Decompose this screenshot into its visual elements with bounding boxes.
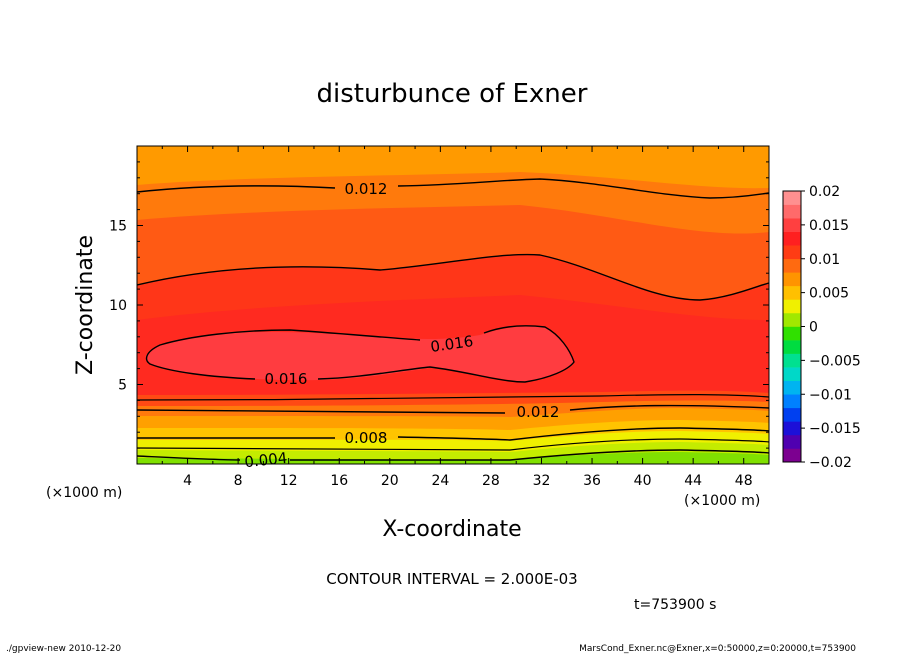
colorbar-segment bbox=[783, 258, 801, 273]
chart-title: disturbunce of Exner bbox=[317, 79, 588, 109]
y-tick-label: 10 bbox=[109, 298, 127, 314]
x-tick-label: 12 bbox=[280, 473, 298, 489]
y-tick-label: 5 bbox=[118, 378, 127, 394]
colorbar-segment bbox=[783, 407, 801, 422]
footer-left: ./gpview-new 2010-12-20 bbox=[6, 644, 121, 654]
x-tick-label: 28 bbox=[482, 473, 500, 489]
colorbar-tick-label: −0.01 bbox=[809, 387, 852, 403]
band-green bbox=[137, 452, 769, 464]
band-016-max bbox=[145, 326, 574, 382]
contour-line-010 bbox=[137, 394, 769, 401]
x-tick-label: 4 bbox=[183, 473, 192, 489]
x-tick-label: 16 bbox=[330, 473, 348, 489]
colorbar-segment bbox=[783, 421, 801, 436]
colorbar-tick-label: −0.015 bbox=[809, 421, 861, 437]
contour-line-014-upper bbox=[137, 253, 769, 301]
colorbar-tick-label: 0.005 bbox=[809, 286, 849, 302]
colorbar-segment bbox=[783, 204, 801, 219]
colorbar-segment bbox=[783, 285, 801, 300]
contour-label: 0.016 bbox=[265, 370, 308, 388]
contour-line-008 bbox=[137, 427, 769, 441]
contour-line-012-upper bbox=[137, 178, 769, 199]
colorbar-tick-label: 0.015 bbox=[809, 218, 849, 234]
colorbar-segment bbox=[783, 448, 801, 463]
y-axis: 5 10 15 bbox=[109, 161, 769, 449]
colorbar-tick-label: 0 bbox=[809, 320, 818, 336]
x-tick-label: 32 bbox=[533, 473, 551, 489]
x-axis-label: X-coordinate bbox=[382, 517, 521, 542]
x-tick-label: 44 bbox=[684, 473, 702, 489]
colorbar-segment bbox=[783, 231, 801, 246]
contour-line-006 bbox=[137, 438, 769, 451]
footer-right: MarsCond_Exner.nc@Exner,x=0:50000,z=0:20… bbox=[579, 644, 856, 654]
colorbar-segment bbox=[783, 326, 801, 341]
colorbar-segment bbox=[783, 434, 801, 449]
x-tick-label: 40 bbox=[634, 473, 652, 489]
colorbar-segment bbox=[783, 380, 801, 395]
colorbar-tick-label: −0.02 bbox=[809, 455, 852, 471]
colorbar-tick-label: 0.01 bbox=[809, 252, 840, 268]
colorbar-segment bbox=[783, 367, 801, 381]
x-unit-right: (×1000 m) bbox=[684, 493, 760, 509]
contour-labels: 0.012 0.016 0.016 0.012 0.008 0.004 bbox=[244, 180, 560, 471]
y-tick-label: 15 bbox=[109, 219, 127, 235]
contour-label: 0.008 bbox=[345, 429, 388, 447]
colorbar-segment bbox=[783, 353, 801, 368]
contour-label: 0.004 bbox=[244, 449, 289, 471]
contour-label: 0.016 bbox=[429, 332, 474, 356]
contour-interval: CONTOUR INTERVAL = 2.000E-03 bbox=[326, 570, 577, 588]
colorbar-segment bbox=[783, 245, 801, 260]
colorbar-segment bbox=[783, 312, 801, 327]
plot-area bbox=[137, 146, 769, 464]
x-tick-label: 48 bbox=[735, 473, 753, 489]
contour-line-004 bbox=[137, 449, 769, 461]
colorbar: 0.02 0.015 0.01 0.005 0 −0.005 −0.01 −0.015 −0.0… bbox=[782, 184, 861, 471]
colorbar-segment bbox=[783, 272, 801, 287]
contour-label: 0.012 bbox=[517, 403, 560, 421]
contour-label: 0.012 bbox=[345, 180, 388, 198]
colorbar-tick-label: 0.02 bbox=[809, 184, 840, 200]
colorbar-segment bbox=[783, 340, 801, 354]
colorbar-segment bbox=[783, 299, 801, 314]
x-tick-label: 20 bbox=[381, 473, 399, 489]
x-tick-label: 8 bbox=[234, 473, 243, 489]
contour-line-016 bbox=[145, 325, 575, 383]
time-stamp: t=753900 s bbox=[634, 597, 716, 613]
y-axis-label: Z-coordinate bbox=[73, 235, 98, 375]
x-tick-label: 36 bbox=[583, 473, 601, 489]
colorbar-tick-label: −0.005 bbox=[809, 353, 861, 369]
x-tick-label: 24 bbox=[431, 473, 449, 489]
x-axis: 4 8 12 16 20 24 28 32 36 40 44 48 bbox=[161, 146, 753, 489]
contour-line-012-lower bbox=[137, 404, 769, 414]
colorbar-segment bbox=[783, 218, 801, 232]
colorbar-segment bbox=[783, 394, 801, 409]
x-unit-left: (×1000 m) bbox=[46, 485, 122, 501]
colorbar-segment bbox=[783, 191, 801, 205]
